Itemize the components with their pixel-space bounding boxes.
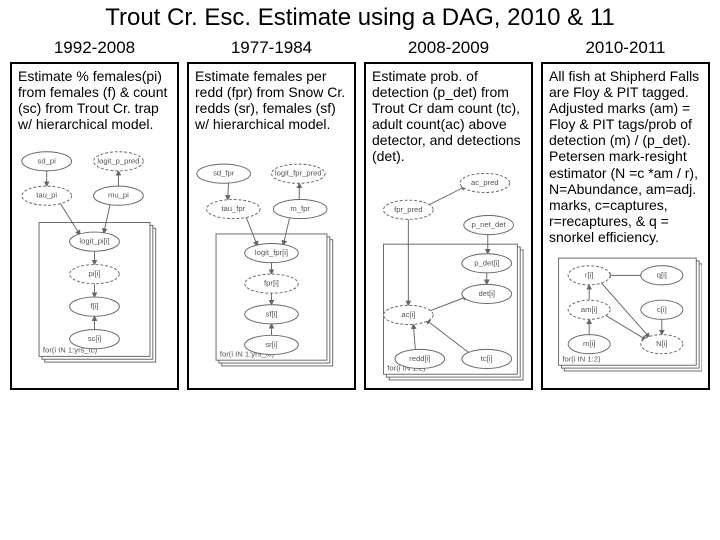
col-3-panel: Estimate prob. of detection (p_det) from… bbox=[364, 62, 533, 390]
svg-text:am[i]: am[i] bbox=[581, 305, 598, 314]
svg-text:det[i]: det[i] bbox=[478, 288, 495, 297]
col-1-desc: Estimate % females(pi) from females (f) … bbox=[18, 68, 171, 132]
col-2: 1977-1984 Estimate females per redd (fpr… bbox=[187, 38, 356, 390]
svg-text:p_det[i]: p_det[i] bbox=[474, 258, 499, 267]
col-4-panel: All fish at Shipherd Falls are Floy & PI… bbox=[541, 62, 710, 390]
svg-text:logit_fpr_pred: logit_fpr_pred bbox=[275, 169, 322, 178]
svg-text:m_fpr: m_fpr bbox=[290, 204, 310, 213]
svg-text:logit_fpr[i]: logit_fpr[i] bbox=[255, 248, 288, 257]
col-3-header: 2008-2009 bbox=[364, 38, 533, 58]
col-4: 2010-2011 All fish at Shipherd Falls are… bbox=[541, 38, 710, 390]
svg-text:sc[i]: sc[i] bbox=[88, 335, 102, 344]
svg-text:p_net_det: p_net_det bbox=[472, 220, 507, 229]
col-2-desc: Estimate females per redd (fpr) from Sno… bbox=[195, 68, 348, 132]
svg-text:logit_p_pred: logit_p_pred bbox=[97, 157, 139, 166]
columns-container: 1992-2008 Estimate % females(pi) from fe… bbox=[10, 38, 710, 390]
col-4-header: 2010-2011 bbox=[541, 38, 710, 58]
dag-2: for(i IN 1:yrs_tc)sd_fprlogit_fpr_predta… bbox=[195, 136, 348, 384]
svg-text:tau_fpr: tau_fpr bbox=[221, 204, 245, 213]
dag-4: for(i IN 1:2) r[i] q[i] am[i] c[i] m[i] N[i] bbox=[549, 249, 702, 384]
col-3-desc: Estimate prob. of detection (p_det) from… bbox=[372, 68, 525, 165]
svg-text:fpr[i]: fpr[i] bbox=[264, 279, 279, 288]
svg-text:m[i]: m[i] bbox=[583, 339, 595, 348]
dag-3: for(i IN 1:2)ac_predfpr_predp_net_detp_d… bbox=[372, 169, 525, 384]
col-2-header: 1977-1984 bbox=[187, 38, 356, 58]
svg-text:f[i]: f[i] bbox=[90, 302, 98, 311]
col-1-header: 1992-2008 bbox=[10, 38, 179, 58]
svg-text:sr[i]: sr[i] bbox=[265, 340, 277, 349]
svg-text:q[i]: q[i] bbox=[657, 270, 667, 279]
col-1-panel: Estimate % females(pi) from females (f) … bbox=[10, 62, 179, 390]
col-1: 1992-2008 Estimate % females(pi) from fe… bbox=[10, 38, 179, 390]
dag-1: for(i IN 1:yrs_tc)sd_pilogit_p_predtau_p… bbox=[18, 136, 171, 384]
svg-text:pi[i]: pi[i] bbox=[89, 270, 101, 279]
svg-text:tc[i]: tc[i] bbox=[481, 354, 493, 363]
svg-text:N[i]: N[i] bbox=[656, 339, 667, 348]
svg-text:sd_pi: sd_pi bbox=[38, 157, 57, 166]
svg-text:c[i]: c[i] bbox=[657, 305, 667, 314]
svg-text:for(i IN 1:2): for(i IN 1:2) bbox=[562, 355, 601, 364]
svg-text:r[i]: r[i] bbox=[585, 270, 594, 279]
col-2-panel: Estimate females per redd (fpr) from Sno… bbox=[187, 62, 356, 390]
svg-text:tau_pi: tau_pi bbox=[36, 191, 57, 200]
svg-text:redd[i]: redd[i] bbox=[409, 354, 430, 363]
col-3: 2008-2009 Estimate prob. of detection (p… bbox=[364, 38, 533, 390]
svg-text:mu_pi: mu_pi bbox=[108, 191, 129, 200]
svg-text:ac_pred: ac_pred bbox=[471, 178, 499, 187]
svg-text:ac[i]: ac[i] bbox=[401, 310, 415, 319]
page-title: Trout Cr. Esc. Estimate using a DAG, 201… bbox=[10, 4, 710, 32]
col-4-desc: All fish at Shipherd Falls are Floy & PI… bbox=[549, 68, 702, 245]
svg-text:logit_pi[i]: logit_pi[i] bbox=[79, 237, 109, 246]
svg-text:fpr_pred: fpr_pred bbox=[394, 204, 422, 213]
svg-text:sd_fpr: sd_fpr bbox=[213, 169, 235, 178]
svg-text:sf[i]: sf[i] bbox=[266, 310, 278, 319]
